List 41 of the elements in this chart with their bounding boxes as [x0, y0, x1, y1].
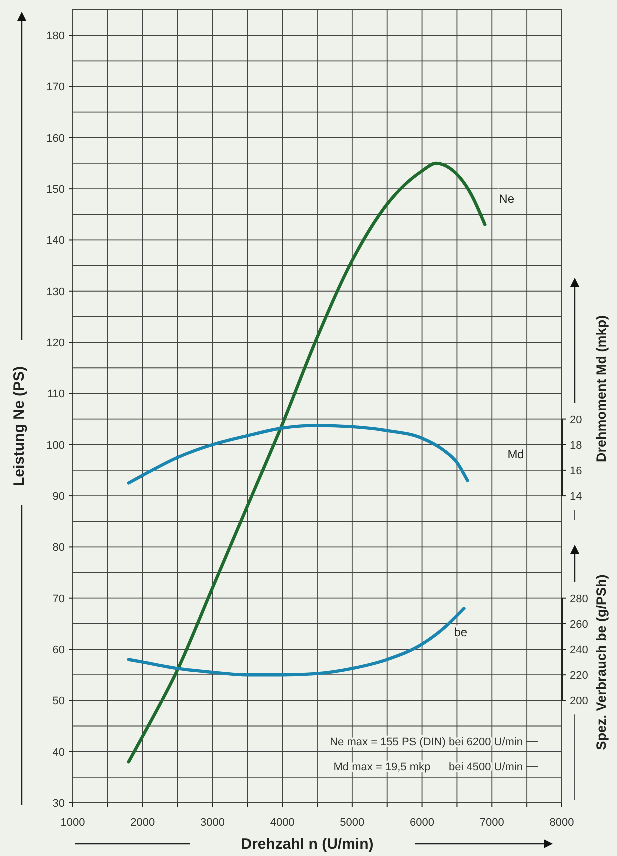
x-tick-label: 2000: [130, 817, 156, 829]
y3-axis-title: Spez. Verbrauch be (g/PSh): [594, 574, 609, 750]
y-tick-label: 180: [46, 30, 65, 43]
x-tick-label: 3000: [200, 817, 225, 829]
y-tick-label: 110: [47, 388, 65, 401]
y-tick-label: 50: [52, 696, 65, 708]
x-tick-label: 8000: [550, 817, 574, 829]
y-tick-label: 80: [52, 542, 65, 554]
y-tick-label: 130: [46, 286, 65, 298]
series-label: Ne: [499, 192, 515, 206]
y2-tick-label: 14: [570, 491, 582, 504]
line-series: [127, 424, 470, 485]
y-axis-title: Leistung Ne (PS): [11, 366, 28, 487]
y2-tick-label: 20: [570, 414, 582, 426]
y-tick-label: 160: [46, 132, 65, 145]
x-tick-label: 4000: [270, 817, 295, 829]
y2-axis-title: Drehmoment Md (mkp): [594, 315, 609, 463]
y-tick-label: 100: [46, 440, 65, 452]
y3-tick-label: 260: [570, 618, 588, 631]
y-tick-label: 140: [46, 235, 65, 248]
y3-tick-label: 220: [570, 670, 588, 682]
y-tick-label: 120: [46, 338, 65, 350]
text: Md: [508, 448, 524, 462]
x-tick-label: 6000: [410, 817, 435, 829]
y-tick-label: 60: [52, 644, 65, 657]
y3-tick-label: 240: [570, 644, 588, 657]
x-tick-label: 1000: [60, 817, 86, 829]
line-series: [127, 606, 466, 677]
y-tick-label: 90: [52, 491, 65, 504]
y-tick-label: 30: [52, 798, 65, 810]
y-tick-label: 70: [52, 593, 65, 606]
y2-tick-label: 18: [570, 440, 582, 452]
y-tick-label: 170: [46, 82, 65, 94]
y-tick-label: 150: [46, 184, 65, 196]
x-axis-title: Drehzahl n (U/min): [241, 836, 374, 853]
y-tick-label: 40: [52, 746, 65, 759]
y3-tick-label: 200: [570, 696, 588, 708]
x-tick-label: 5000: [340, 817, 365, 829]
y2-tick-label: 16: [570, 465, 582, 478]
x-tick-label: 7000: [480, 817, 504, 829]
y3-tick-label: 280: [570, 593, 588, 606]
